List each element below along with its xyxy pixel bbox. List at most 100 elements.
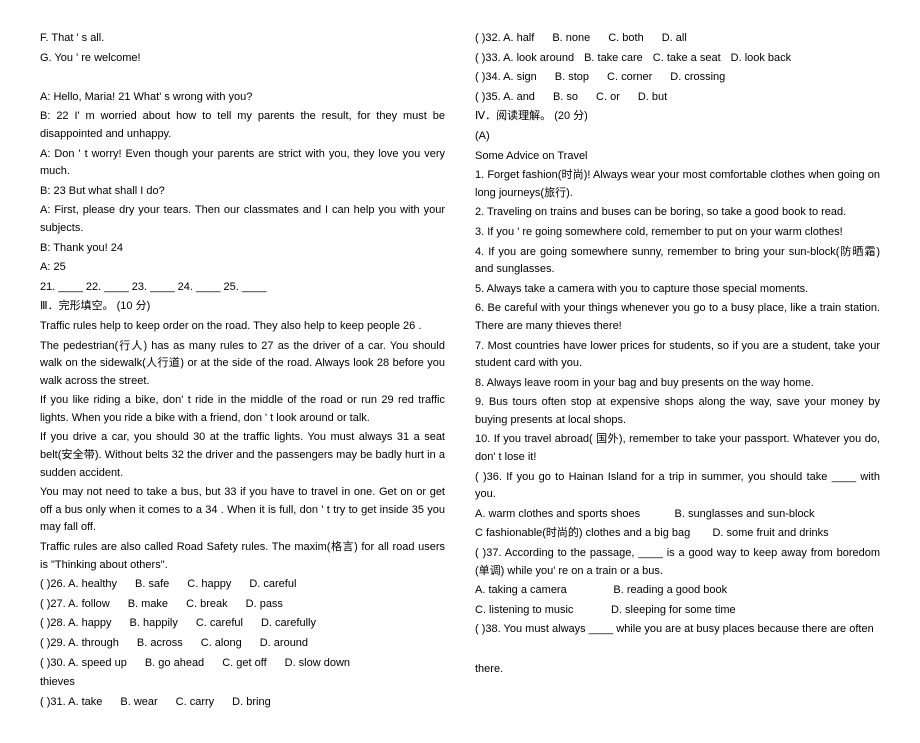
q36: ( )36. If you go to Hainan Island for a … <box>475 469 880 504</box>
q36-d: D. some fruit and drinks <box>712 525 828 543</box>
q37: ( )37. According to the passage, ____ is… <box>475 545 880 580</box>
opt-g: G. You ' re welcome! <box>40 50 445 68</box>
q38: ( )38. You must always ____ while you ar… <box>475 621 880 639</box>
q30-b: B. go ahead <box>145 655 204 673</box>
page-columns: F. That ' s all. G. You ' re welcome! A:… <box>40 30 880 713</box>
q32-c: C. both <box>608 30 643 48</box>
section-3-title: Ⅲ．完形填空。 (10 分) <box>40 298 445 316</box>
stray-there: there. <box>475 661 880 679</box>
advice-8: 8. Always leave room in your bag and buy… <box>475 375 880 393</box>
q35-a: ( )35. A. and <box>475 89 535 107</box>
q28-b: B. happily <box>130 615 178 633</box>
advice-7: 7. Most countries have lower prices for … <box>475 338 880 373</box>
q28-d: D. carefully <box>261 615 316 633</box>
q31-c: C. carry <box>176 694 215 712</box>
advice-9: 9. Bus tours often stop at expensive sho… <box>475 394 880 429</box>
q36-b: B. sunglasses and sun-block <box>675 506 815 524</box>
cloze-p5: You may not need to take a bus, but 33 i… <box>40 484 445 537</box>
q35: ( )35. A. and B. so C. or D. but <box>475 89 880 107</box>
q27-d: D. pass <box>246 596 283 614</box>
q26-b: B. safe <box>135 576 169 594</box>
advice-3: 3. If you ' re going somewhere cold, rem… <box>475 224 880 242</box>
opt-f: F. That ' s all. <box>40 30 445 48</box>
q36-opts1: A. warm clothes and sports shoes B. sung… <box>475 506 880 524</box>
q35-d: D. but <box>638 89 667 107</box>
passage-title: Some Advice on Travel <box>475 148 880 166</box>
advice-6: 6. Be careful with your things whenever … <box>475 300 880 335</box>
q35-c: C. or <box>596 89 620 107</box>
q28: ( )28. A. happy B. happily C. careful D. ca… <box>40 615 445 633</box>
q29-c: C. along <box>201 635 242 653</box>
dialog-1: A: Hello, Maria! 21 What' s wrong with y… <box>40 89 445 107</box>
q29-a: ( )29. A. through <box>40 635 119 653</box>
q28-a: ( )28. A. happy <box>40 615 112 633</box>
advice-2: 2. Traveling on trains and buses can be … <box>475 204 880 222</box>
q33-b: B. take care <box>584 50 643 68</box>
q27-a: ( )27. A. follow <box>40 596 110 614</box>
q31-a: ( )31. A. take <box>40 694 102 712</box>
q30: ( )30. A. speed up B. go ahead C. get off D… <box>40 655 445 673</box>
q37-b: B. reading a good book <box>613 582 727 600</box>
passage-a: (A) <box>475 128 880 146</box>
q29-b: B. across <box>137 635 183 653</box>
q33: ( )33. A. look around B. take care C. take… <box>475 50 880 68</box>
dialog-6: B: Thank you! 24 <box>40 240 445 258</box>
q33-c: C. take a seat <box>653 50 721 68</box>
q29-d: D. around <box>260 635 308 653</box>
left-column: F. That ' s all. G. You ' re welcome! A:… <box>40 30 445 713</box>
q35-b: B. so <box>553 89 578 107</box>
stray-thieves: thieves <box>40 674 445 692</box>
cloze-p2: The pedestrian(行人) has as many rules to … <box>40 338 445 391</box>
q34-d: D. crossing <box>670 69 725 87</box>
dialog-2: B: 22 I' m worried about how to tell my … <box>40 108 445 143</box>
section-4-title: Ⅳ．阅读理解。 (20 分) <box>475 108 880 126</box>
q34-b: B. stop <box>555 69 589 87</box>
q26: ( )26. A. healthy B. safe C. happy D. caref… <box>40 576 445 594</box>
q26-a: ( )26. A. healthy <box>40 576 117 594</box>
q27: ( )27. A. follow B. make C. break D. pass <box>40 596 445 614</box>
q37-a: A. taking a camera <box>475 582 567 600</box>
q31: ( )31. A. take B. wear C. carry D. bring <box>40 694 445 712</box>
cloze-p4: If you drive a car, you should 30 at the… <box>40 429 445 482</box>
advice-10: 10. If you travel abroad( 国外), remember … <box>475 431 880 466</box>
q26-d: D. careful <box>249 576 296 594</box>
q37-opts2: C. listening to music D. sleeping for so… <box>475 602 880 620</box>
dialog-7: A: 25 <box>40 259 445 277</box>
cloze-p6: Traffic rules are also called Road Safet… <box>40 539 445 574</box>
q30-c: C. get off <box>222 655 266 673</box>
cloze-p1: Traffic rules help to keep order on the … <box>40 318 445 336</box>
q36-a: A. warm clothes and sports shoes <box>475 506 640 524</box>
advice-5: 5. Always take a camera with you to capt… <box>475 281 880 299</box>
answers-21-25: 21. ____ 22. ____ 23. ____ 24. ____ 25. … <box>40 279 445 297</box>
q32-d: D. all <box>662 30 687 48</box>
q30-a: ( )30. A. speed up <box>40 655 127 673</box>
q36-c: C fashionable(时尚的) clothes and a big bag <box>475 525 690 543</box>
q36-opts2: C fashionable(时尚的) clothes and a big bag… <box>475 525 880 543</box>
advice-1: 1. Forget fashion(时尚)! Always wear your … <box>475 167 880 202</box>
q32-a: ( )32. A. half <box>475 30 534 48</box>
q34: ( )34. A. sign B. stop C. corner D. crossin… <box>475 69 880 87</box>
q27-b: B. make <box>128 596 168 614</box>
dialog-5: A: First, please dry your tears. Then ou… <box>40 202 445 237</box>
q33-a: ( )33. A. look around <box>475 50 574 68</box>
dialog-4: B: 23 But what shall I do? <box>40 183 445 201</box>
q31-d: D. bring <box>232 694 271 712</box>
q26-c: C. happy <box>187 576 231 594</box>
q27-c: C. break <box>186 596 228 614</box>
q33-d: D. look back <box>731 50 792 68</box>
q28-c: C. careful <box>196 615 243 633</box>
cloze-p3: If you like riding a bike, don' t ride i… <box>40 392 445 427</box>
dialog-3: A: Don ' t worry! Even though your paren… <box>40 146 445 181</box>
q29: ( )29. A. through B. across C. along D. aro… <box>40 635 445 653</box>
q34-a: ( )34. A. sign <box>475 69 537 87</box>
q32: ( )32. A. half B. none C. both D. all <box>475 30 880 48</box>
q31-b: B. wear <box>120 694 157 712</box>
right-column: ( )32. A. half B. none C. both D. all ( )33… <box>475 30 880 713</box>
q37-opts1: A. taking a camera B. reading a good boo… <box>475 582 880 600</box>
advice-4: 4. If you are going somewhere sunny, rem… <box>475 244 880 279</box>
q34-c: C. corner <box>607 69 652 87</box>
q37-c: C. listening to music <box>475 602 573 620</box>
q30-d: D. slow down <box>285 655 350 673</box>
q37-d: D. sleeping for some time <box>611 602 736 620</box>
q32-b: B. none <box>552 30 590 48</box>
